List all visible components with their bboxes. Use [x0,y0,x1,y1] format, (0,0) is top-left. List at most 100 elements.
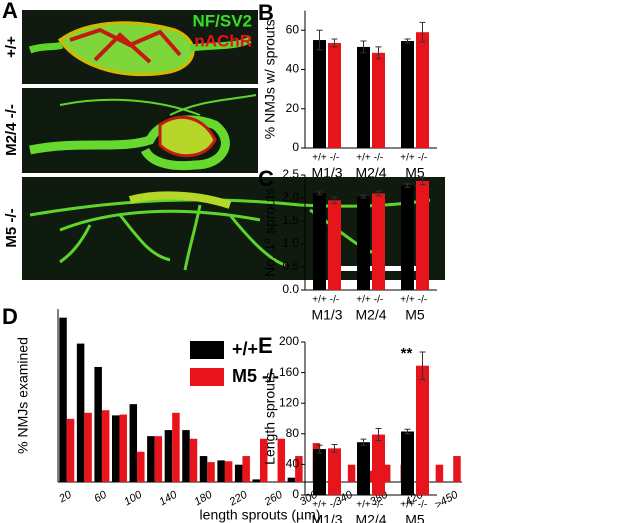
sprout [59,94,257,116]
x-tick-label: 60 [92,488,109,505]
y-tick-label: 40 [286,62,300,76]
bar [277,438,286,482]
axon [29,115,230,171]
panel-label: B [258,0,274,25]
bar [401,185,414,290]
y-tick-label: 0 [292,140,299,154]
bar [295,456,303,482]
error-bar [404,183,411,188]
bar [435,464,444,482]
x-tick-label: >450 [433,488,461,511]
bar [357,442,370,495]
y-axis-label: % NMJs examined [15,337,31,454]
y-tick-label: 0 [292,487,299,501]
series-label: -/- [374,500,383,511]
series-label: +/+ [400,500,415,511]
bar [328,448,341,495]
error-bar [316,29,323,51]
y-tick-label: 2.0 [282,190,299,204]
legend-swatch [190,341,224,359]
error-bar [375,46,382,60]
y-tick-label: 160 [279,365,299,379]
sprouts [29,198,431,271]
axon [28,36,252,54]
bar [357,196,370,290]
bar [328,200,341,290]
x-tick-label: 20 [56,488,74,505]
bar [84,412,92,482]
error-bar [404,428,411,435]
series-label: -/- [374,295,383,306]
error-bar [331,444,338,453]
nmj-shape [158,115,217,158]
error-bar [419,21,426,43]
error-bar [360,438,367,446]
series-label: -/- [374,153,383,164]
error-bar [331,196,338,205]
error-bar [331,38,338,48]
series-label: -/- [418,500,427,511]
bar [111,415,120,482]
series-label: +/+ [312,500,327,511]
bar [313,449,326,495]
bar [313,40,326,148]
bar [416,180,429,290]
bar [147,436,155,482]
row-label: +/+ [3,36,20,58]
channel-label: NF/SV2 [192,11,252,30]
bar [313,193,326,290]
bar [199,456,208,482]
y-tick-label: 0.0 [282,282,299,296]
nmj-shape [57,21,195,77]
x-tick-label: M1/3 [311,307,342,323]
annotation: ** [401,345,413,362]
x-tick-label: M2/4 [355,165,386,181]
x-tick-label: M2/4 [355,307,386,323]
bar [189,438,198,482]
y-tick-label: 60 [286,22,300,36]
x-tick-label: M1/3 [311,165,342,181]
bar [129,404,138,482]
nmj-shape [128,191,232,209]
row-label: M5 -/- [3,208,20,247]
series-label: +/+ [312,153,327,164]
panel-label: C [258,166,274,191]
series-label: -/- [330,153,339,164]
panel-label: A [2,0,18,23]
x-tick-label: 100 [122,488,145,508]
bar [382,464,391,482]
x-axis-label: length sprouts (µm) [200,507,321,523]
error-bar [375,427,382,442]
x-tick-label: 260 [262,488,286,509]
series-label: -/- [418,153,427,164]
series-label: +/+ [400,295,415,306]
legend-label: M5 -/- [232,366,279,386]
series-label: +/+ [400,153,415,164]
series-label: +/+ [312,295,327,306]
bar [119,414,127,482]
x-tick-label: M1/3 [311,512,342,523]
y-tick-label: 0.5 [282,259,299,273]
y-tick-label: 1.0 [282,236,299,250]
bar [287,477,296,482]
bar [416,365,429,495]
bar [164,430,173,482]
error-bar [375,190,382,197]
bar [416,32,429,148]
series-label: -/- [418,295,427,306]
series-label: -/- [330,500,339,511]
row-label: M2/4 -/- [3,104,20,156]
panel-label: D [2,304,18,329]
bar [357,46,370,148]
bar [401,431,414,495]
bar [234,464,243,482]
bar [260,438,268,482]
x-tick-label: 140 [157,488,180,508]
y-tick-label: 20 [286,101,300,115]
error-bar [360,40,367,54]
bar [401,41,414,148]
bar [182,430,190,482]
legend-label: +/+ [232,339,258,359]
bar [372,193,385,290]
error-bar [316,444,323,454]
